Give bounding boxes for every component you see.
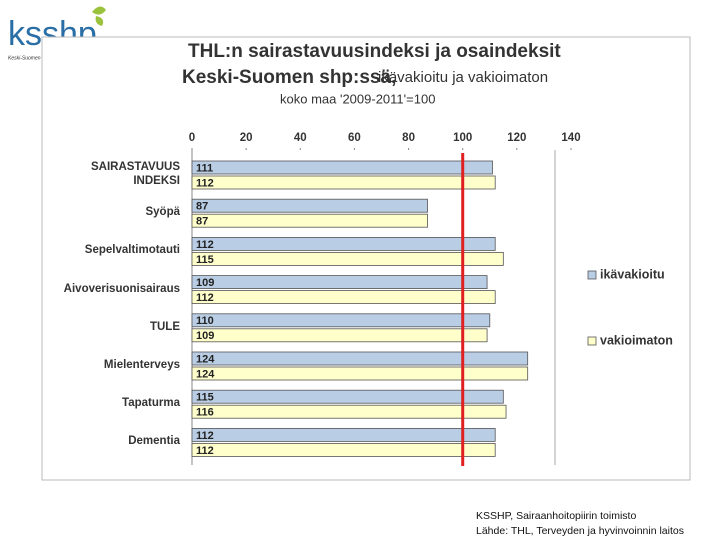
bar	[191, 275, 488, 290]
data-label: 110	[196, 315, 214, 327]
y-tick-label: Syöpä	[145, 206, 180, 219]
legend-label: ikävakioitu	[600, 267, 665, 281]
logo-leaf	[92, 6, 106, 26]
data-label: 112	[196, 430, 214, 442]
note: koko maa '2009-2011'=100	[280, 91, 435, 106]
footer: KSSHP, Sairaanhoitopiirin toimisto	[476, 510, 636, 522]
bar	[191, 198, 428, 213]
x-tick-label: 60	[348, 132, 361, 144]
bar	[191, 389, 504, 404]
bar	[191, 175, 496, 190]
data-label: 112	[196, 445, 214, 457]
chart-title: THL:n sairastavuusindeksi ja osaindeksit	[188, 41, 561, 62]
bar	[191, 251, 504, 266]
x-tick-label: 140	[561, 132, 580, 144]
bar	[191, 442, 496, 457]
data-label: 87	[196, 201, 208, 213]
bar	[191, 213, 428, 228]
data-label: 115	[196, 392, 214, 404]
bar	[191, 366, 529, 381]
y-tick-label: TULE	[149, 320, 180, 333]
data-label: 112	[196, 239, 214, 251]
bar	[191, 236, 496, 251]
data-label: 116	[196, 407, 214, 419]
y-tick-label: Dementia	[128, 435, 180, 448]
data-label: 124	[196, 368, 215, 380]
data-label: 112	[196, 177, 214, 189]
bar	[191, 328, 488, 343]
bar	[191, 427, 496, 442]
x-tick-label: 100	[453, 132, 472, 144]
legend-label: vakioimaton	[600, 333, 673, 347]
data-label: 109	[196, 277, 214, 289]
x-tick-label: 0	[189, 132, 195, 144]
subtitle-bold: Keski-Suomen shp:ssä,	[182, 67, 396, 88]
y-tick-label: Aivoverisuonisairaus	[63, 282, 180, 295]
y-tick-label: Tapaturma	[122, 397, 180, 410]
subtitle: ikävakioitu ja vakioimaton	[378, 69, 548, 86]
x-tick-label: 120	[507, 132, 526, 144]
data-label: 115	[196, 254, 214, 266]
x-tick-label: 80	[402, 132, 415, 144]
bar	[191, 404, 507, 419]
bar	[191, 313, 491, 328]
y-tick-label: Mielenterveys	[103, 359, 180, 371]
y-tick-label: Sepelvaltimotauti	[84, 244, 180, 257]
data-label: 124	[196, 353, 215, 365]
data-label: 111	[196, 162, 213, 174]
data-label: 112	[196, 292, 214, 304]
y-tick-label: SAIRASTAVUUS INDEKSI	[90, 161, 180, 187]
footer: Lähde: THL, Terveyden ja hyvinvoinnin la…	[476, 525, 684, 537]
x-tick-label: 20	[240, 132, 253, 144]
data-label: 109	[196, 330, 214, 342]
bar	[191, 290, 496, 305]
data-label: 87	[196, 216, 208, 228]
legend-swatch	[587, 336, 597, 346]
x-tick-label: 40	[294, 132, 307, 144]
bar	[191, 160, 493, 175]
bar	[191, 351, 529, 366]
legend-swatch	[587, 270, 597, 280]
